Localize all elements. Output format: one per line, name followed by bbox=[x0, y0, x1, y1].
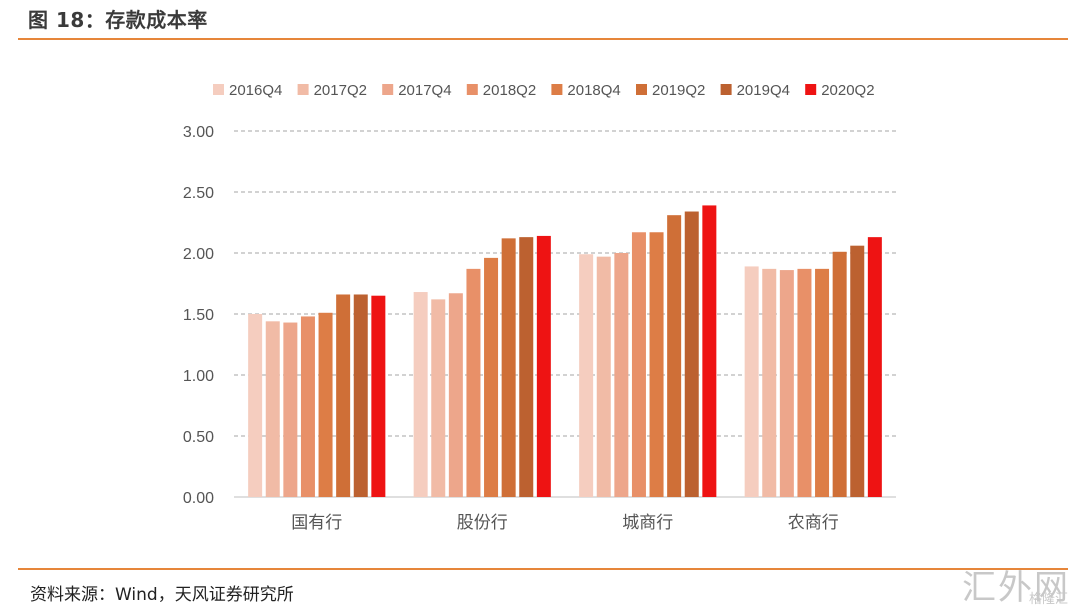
bar-2019Q4-2 bbox=[684, 211, 699, 497]
legend-label: 2017Q2 bbox=[314, 82, 367, 99]
bar-2017Q2-1 bbox=[431, 299, 446, 497]
x-axis-categories: 国有行 股份行 城商行 农商行 bbox=[291, 513, 839, 533]
legend-swatch-2019Q2 bbox=[636, 84, 647, 95]
legend-swatch-2020Q2 bbox=[805, 84, 817, 95]
bar-2016Q4-1 bbox=[413, 292, 428, 497]
bar-2018Q4-0 bbox=[318, 312, 333, 497]
bar-chart: 0.00 0.50 1.00 1.50 2.00 2.50 3.00 国有行 股份行 城商行 农商… bbox=[183, 82, 896, 533]
legend-label: 2020Q2 bbox=[821, 82, 874, 99]
bar-2018Q2-2 bbox=[631, 232, 646, 497]
legend-swatch-2017Q2 bbox=[297, 84, 309, 95]
legend-swatch-2016Q4 bbox=[213, 84, 224, 95]
legend-swatch-2019Q4 bbox=[720, 84, 732, 95]
bar-2017Q2-2 bbox=[596, 256, 611, 497]
legend-swatch-2017Q4 bbox=[382, 84, 394, 95]
y-tick-label: 1.50 bbox=[183, 307, 214, 324]
x-category-label: 农商行 bbox=[788, 513, 839, 533]
chart-gridlines bbox=[234, 130, 896, 498]
bar-2017Q4-3 bbox=[779, 270, 794, 497]
bar-2020Q2-3 bbox=[867, 237, 882, 497]
bar-2019Q4-3 bbox=[850, 245, 865, 497]
bar-2016Q4-0 bbox=[248, 314, 263, 497]
watermark-logo: 汇外网 bbox=[962, 568, 1070, 608]
bar-2019Q2-1 bbox=[501, 238, 516, 498]
y-tick-label: 3.00 bbox=[183, 124, 214, 141]
y-axis-ticks: 0.00 0.50 1.00 1.50 2.00 2.50 3.00 bbox=[183, 124, 214, 507]
bar-2017Q2-3 bbox=[762, 268, 777, 497]
source-note: 资料来源：Wind，天风证券研究所 bbox=[30, 585, 294, 605]
y-tick-label: 0.00 bbox=[183, 490, 214, 507]
y-tick-label: 2.00 bbox=[183, 246, 214, 263]
bar-2018Q4-3 bbox=[815, 268, 830, 497]
legend-label: 2018Q2 bbox=[483, 82, 536, 99]
bar-2017Q4-2 bbox=[614, 253, 629, 497]
x-category-label: 股份行 bbox=[457, 513, 508, 533]
bar-2019Q2-0 bbox=[336, 294, 351, 497]
legend-label: 2019Q2 bbox=[652, 82, 705, 99]
watermark-sublogo: 格隆汇 bbox=[1028, 592, 1068, 607]
bar-2016Q4-2 bbox=[579, 254, 594, 497]
x-category-label: 城商行 bbox=[622, 513, 673, 533]
figure-title: 图 18：存款成本率 bbox=[28, 8, 208, 32]
bar-2020Q2-0 bbox=[371, 295, 386, 497]
bar-2017Q4-0 bbox=[283, 322, 298, 497]
title-divider bbox=[18, 38, 1068, 40]
bar-2017Q4-1 bbox=[448, 293, 463, 497]
bar-2019Q2-3 bbox=[832, 251, 847, 497]
bar-2017Q2-0 bbox=[265, 321, 280, 497]
bar-2018Q4-1 bbox=[484, 257, 499, 497]
bar-2018Q2-0 bbox=[300, 316, 315, 497]
y-tick-label: 2.50 bbox=[183, 185, 214, 202]
legend-label: 2016Q4 bbox=[229, 82, 282, 99]
bar-2018Q2-1 bbox=[466, 268, 481, 497]
bar-2019Q4-1 bbox=[519, 237, 534, 497]
bar-2018Q2-3 bbox=[797, 268, 812, 497]
bar-2020Q2-2 bbox=[702, 205, 717, 498]
chart-bars bbox=[248, 205, 882, 498]
chart-legend: 2016Q4 2017Q2 2017Q4 2018Q2 2018Q4 2019Q2 2019… bbox=[213, 82, 875, 99]
x-category-label: 国有行 bbox=[291, 513, 342, 533]
legend-swatch-2018Q2 bbox=[466, 84, 478, 95]
bar-2019Q4-0 bbox=[353, 294, 368, 497]
y-tick-label: 0.50 bbox=[183, 429, 214, 446]
bar-2019Q2-2 bbox=[667, 215, 682, 497]
legend-label: 2017Q4 bbox=[398, 82, 451, 99]
bar-2016Q4-3 bbox=[744, 266, 759, 497]
y-tick-label: 1.00 bbox=[183, 368, 214, 385]
bar-2018Q4-2 bbox=[649, 232, 664, 497]
source-divider bbox=[18, 568, 1068, 570]
legend-swatch-2018Q4 bbox=[551, 84, 563, 95]
bar-2020Q2-1 bbox=[536, 235, 551, 498]
legend-label: 2019Q4 bbox=[737, 82, 790, 99]
legend-label: 2018Q4 bbox=[567, 82, 620, 99]
